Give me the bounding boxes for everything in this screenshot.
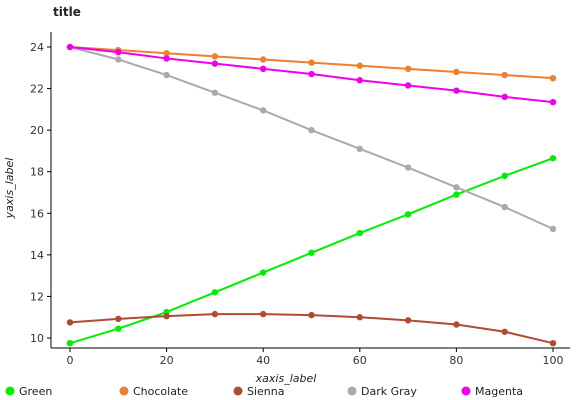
- y-tick-label: 18: [30, 166, 44, 179]
- x-tick-label: 60: [353, 354, 367, 367]
- data-point: [453, 191, 459, 197]
- data-point: [405, 164, 411, 170]
- data-point: [260, 311, 266, 317]
- data-point: [260, 66, 266, 72]
- y-ticks: 10 12 14 16 18 20 22 24: [30, 41, 51, 345]
- legend-marker: [462, 387, 471, 396]
- y-tick-label: 20: [30, 124, 44, 137]
- data-point: [212, 311, 218, 317]
- data-point: [502, 204, 508, 210]
- data-point: [67, 44, 73, 50]
- data-point: [502, 72, 508, 78]
- legend-item: Green: [6, 385, 53, 398]
- data-point: [163, 55, 169, 61]
- data-point: [357, 77, 363, 83]
- data-point: [453, 69, 459, 75]
- data-point: [550, 226, 556, 232]
- data-point: [357, 230, 363, 236]
- chart-title: title: [53, 5, 81, 19]
- data-point: [115, 56, 121, 62]
- legend-label: Chocolate: [133, 385, 188, 398]
- data-point: [115, 325, 121, 331]
- legend-label: Magenta: [475, 385, 523, 398]
- data-point: [405, 317, 411, 323]
- data-point: [357, 146, 363, 152]
- data-point: [115, 316, 121, 322]
- legend-label: Green: [19, 385, 52, 398]
- y-tick-label: 12: [30, 290, 44, 303]
- legend-item: Sienna: [234, 385, 285, 398]
- y-tick-label: 16: [30, 207, 44, 220]
- y-tick-label: 22: [30, 83, 44, 96]
- data-point: [308, 59, 314, 65]
- data-point: [212, 60, 218, 66]
- data-point: [308, 71, 314, 77]
- legend-label: Sienna: [247, 385, 285, 398]
- x-tick-label: 80: [449, 354, 463, 367]
- legend-label: Dark Gray: [361, 385, 417, 398]
- data-point: [502, 329, 508, 335]
- x-tick-label: 20: [160, 354, 174, 367]
- legend-item: Chocolate: [120, 385, 189, 398]
- legend-marker: [234, 387, 243, 396]
- data-point: [163, 72, 169, 78]
- data-point: [212, 53, 218, 59]
- legend-marker: [6, 387, 15, 396]
- data-point: [212, 289, 218, 295]
- data-point: [212, 90, 218, 96]
- legend-marker: [348, 387, 357, 396]
- legend-item: Magenta: [462, 385, 524, 398]
- data-point: [550, 99, 556, 105]
- legend: Green Chocolate Sienna Dark Gray Magenta: [6, 385, 524, 398]
- legend-item: Dark Gray: [348, 385, 418, 398]
- data-point: [357, 63, 363, 69]
- y-tick-label: 24: [30, 41, 44, 54]
- data-point: [260, 107, 266, 113]
- data-point: [405, 82, 411, 88]
- y-axis-title: yaxis_label: [3, 158, 16, 220]
- x-ticks: 0 20 40 60 80 100: [67, 348, 564, 367]
- x-tick-label: 40: [256, 354, 270, 367]
- data-point: [502, 173, 508, 179]
- series-line: [70, 314, 553, 343]
- data-point: [67, 340, 73, 346]
- x-axis-title: xaxis_label: [255, 372, 317, 385]
- data-point: [260, 56, 266, 62]
- data-point: [405, 66, 411, 72]
- data-point: [453, 321, 459, 327]
- data-point: [163, 313, 169, 319]
- x-tick-label: 100: [543, 354, 564, 367]
- data-point: [115, 49, 121, 55]
- legend-marker: [120, 387, 129, 396]
- data-point: [550, 155, 556, 161]
- data-point: [308, 127, 314, 133]
- data-point: [453, 184, 459, 190]
- data-point: [308, 312, 314, 318]
- data-point: [550, 340, 556, 346]
- x-tick-label: 0: [67, 354, 74, 367]
- plot-area: 0 20 40 60 80 100 10 12 14 16 18 20 22 24: [30, 32, 570, 367]
- data-point: [357, 314, 363, 320]
- data-point: [502, 94, 508, 100]
- data-point: [67, 319, 73, 325]
- series-layer: [67, 44, 556, 347]
- data-point: [260, 269, 266, 275]
- y-tick-label: 10: [30, 332, 44, 345]
- y-tick-label: 14: [30, 249, 44, 262]
- data-point: [550, 75, 556, 81]
- data-point: [405, 211, 411, 217]
- data-point: [453, 87, 459, 93]
- series-sienna: [67, 311, 556, 347]
- data-point: [308, 250, 314, 256]
